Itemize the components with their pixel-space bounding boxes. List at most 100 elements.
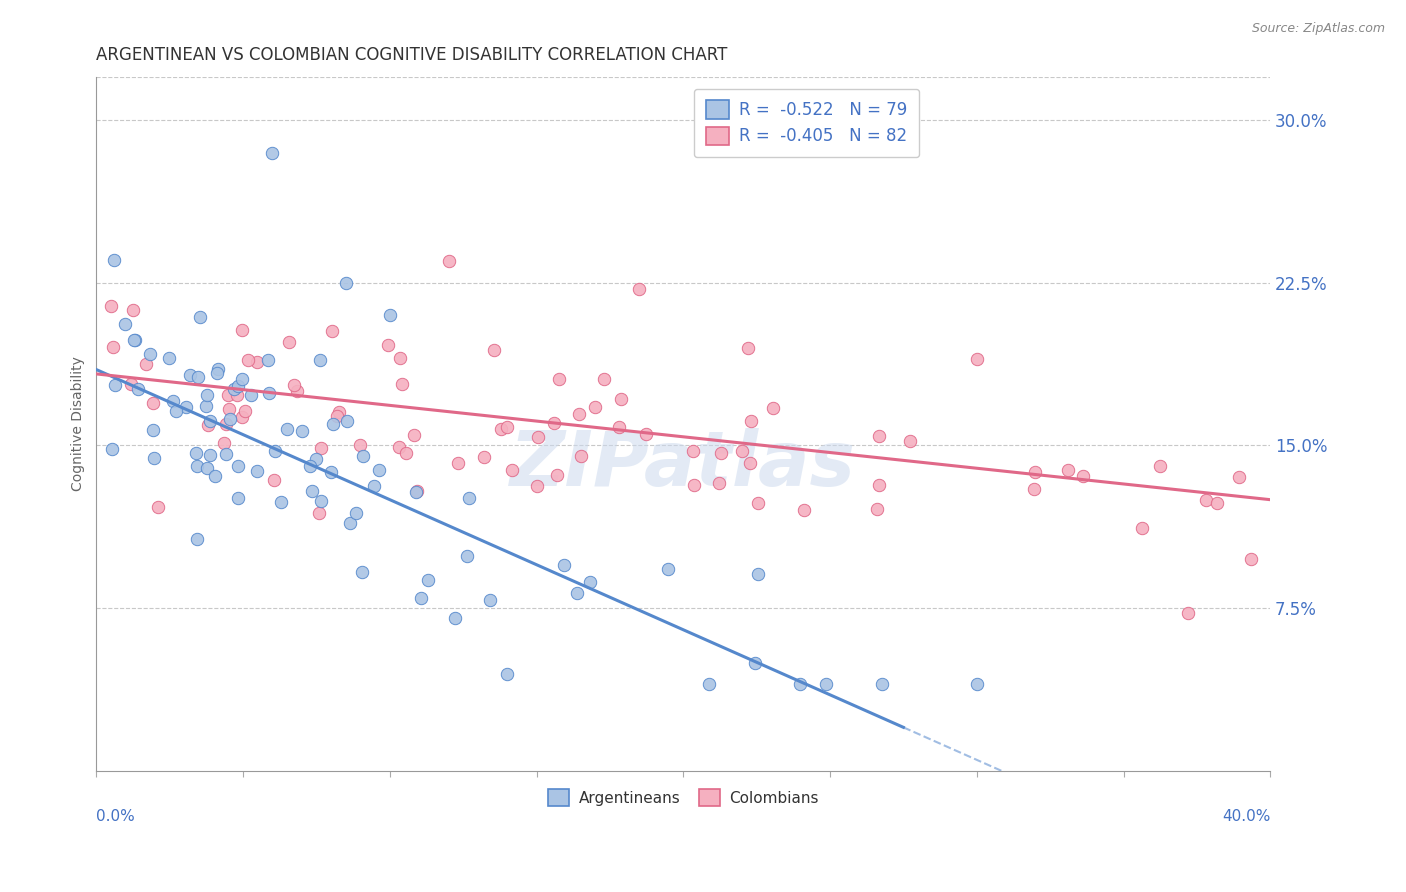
Point: [233, 404, 256, 418]
Point: [607, 419, 630, 434]
Point: [496, 420, 519, 434]
Point: [103, 377, 125, 392]
Point: [1149, 459, 1171, 474]
Point: [339, 516, 361, 530]
Point: [309, 441, 332, 455]
Point: [122, 333, 145, 347]
Point: [162, 393, 184, 408]
Point: [204, 469, 226, 483]
Point: [388, 440, 411, 454]
Point: [309, 353, 332, 368]
Y-axis label: Cognitive Disability: Cognitive Disability: [72, 357, 86, 491]
Point: [495, 666, 517, 681]
Point: [1073, 469, 1095, 483]
Point: [707, 475, 730, 490]
Point: [404, 428, 426, 442]
Point: [966, 677, 988, 691]
Point: [205, 367, 228, 381]
Point: [231, 372, 253, 386]
Point: [489, 421, 512, 435]
Point: [740, 456, 762, 470]
Point: [710, 446, 733, 460]
Point: [565, 586, 588, 600]
Point: [217, 388, 239, 402]
Legend: Argentineans, Colombians: Argentineans, Colombians: [538, 780, 828, 815]
Text: Source: ZipAtlas.com: Source: ZipAtlas.com: [1251, 22, 1385, 36]
Point: [657, 562, 679, 576]
Point: [472, 450, 495, 464]
Point: [222, 383, 245, 397]
Point: [1024, 482, 1046, 496]
Point: [186, 459, 208, 474]
Point: [198, 414, 221, 428]
Text: 40.0%: 40.0%: [1222, 809, 1270, 824]
Point: [418, 573, 440, 587]
Point: [350, 565, 373, 579]
Point: [326, 409, 349, 424]
Point: [377, 338, 399, 352]
Point: [103, 340, 125, 354]
Point: [236, 353, 259, 368]
Point: [762, 401, 785, 415]
Point: [228, 379, 250, 393]
Point: [270, 495, 292, 509]
Point: [527, 430, 550, 444]
Point: [391, 377, 413, 392]
Point: [966, 351, 988, 366]
Point: [609, 392, 631, 407]
Point: [744, 656, 766, 670]
Point: [226, 388, 249, 402]
Point: [308, 506, 330, 520]
Point: [124, 333, 146, 347]
Point: [262, 145, 284, 160]
Point: [179, 368, 201, 382]
Point: [218, 402, 240, 417]
Point: [409, 591, 432, 606]
Point: [868, 428, 890, 442]
Point: [628, 282, 651, 296]
Point: [120, 377, 142, 392]
Point: [789, 677, 811, 691]
Point: [319, 465, 342, 479]
Text: ZIPatlas: ZIPatlas: [510, 428, 856, 502]
Point: [501, 463, 523, 477]
Point: [793, 503, 815, 517]
Point: [187, 370, 209, 384]
Point: [207, 362, 229, 376]
Point: [547, 371, 569, 385]
Point: [299, 459, 322, 474]
Point: [1057, 463, 1080, 477]
Point: [395, 446, 418, 460]
Point: [569, 450, 592, 464]
Point: [190, 310, 212, 324]
Point: [546, 467, 568, 482]
Point: [335, 276, 357, 290]
Point: [747, 567, 769, 582]
Point: [543, 416, 565, 430]
Point: [592, 372, 614, 386]
Point: [231, 410, 253, 425]
Point: [1024, 466, 1046, 480]
Point: [143, 450, 166, 465]
Point: [578, 575, 600, 590]
Point: [553, 558, 575, 572]
Point: [122, 302, 145, 317]
Point: [101, 442, 124, 456]
Point: [568, 407, 591, 421]
Point: [239, 388, 262, 402]
Point: [526, 479, 548, 493]
Text: 0.0%: 0.0%: [97, 809, 135, 824]
Point: [484, 343, 506, 357]
Point: [479, 592, 502, 607]
Point: [197, 418, 219, 433]
Point: [868, 478, 890, 492]
Point: [186, 533, 208, 547]
Point: [1130, 521, 1153, 535]
Point: [127, 382, 149, 396]
Point: [246, 355, 269, 369]
Point: [363, 479, 385, 493]
Point: [285, 384, 308, 398]
Point: [321, 324, 343, 338]
Point: [336, 414, 359, 428]
Point: [165, 404, 187, 418]
